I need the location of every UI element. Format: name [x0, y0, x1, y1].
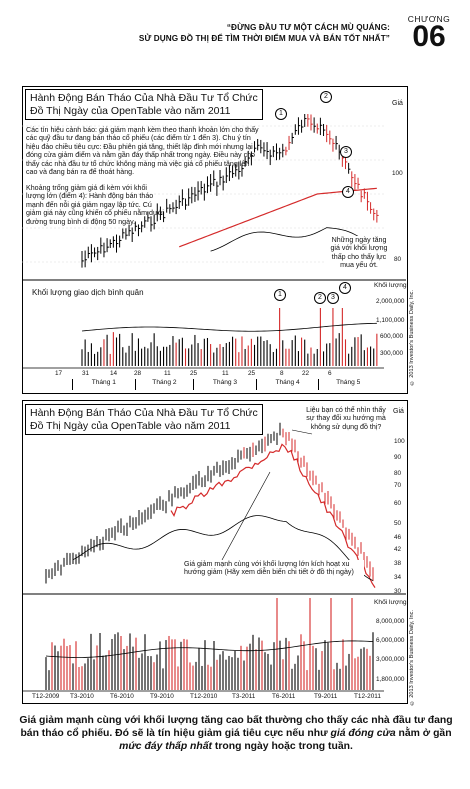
chart1-volume-tick-4: 300,000: [380, 350, 404, 357]
chart1-x-tick-label: 25: [248, 370, 256, 377]
chart1-price-tick-80: 80: [394, 256, 402, 263]
chart1-volume-ma-label: Khối lượng giao dịch bình quân: [32, 288, 144, 297]
chart2-volume-average-line: [45, 640, 374, 658]
chapter-number: 06: [412, 20, 446, 53]
chart2-top-annotation-pointer: [291, 429, 313, 435]
chart2-x-tick-label: T9-2011: [314, 693, 338, 700]
chart1-note-low-volume: Những ngày tăng giá với khối lượng thấp …: [326, 236, 392, 270]
caption-emphasis-close: giá đóng cửa: [330, 728, 396, 739]
chart2-price-tick-label: 42: [394, 546, 402, 553]
chart1-marker-4: 4: [342, 186, 354, 198]
caption-part2: nằm ở gần: [395, 728, 452, 739]
chart2-credit: © 2013 Investor's Business Daily, Inc.: [409, 610, 415, 706]
chart2-x-tick-label: T12-2011: [354, 693, 381, 700]
chart1-price-tick-100: 100: [392, 170, 403, 177]
chart1-volume-tick-1: 2,000,000: [376, 298, 405, 305]
chart2-note-bottom: Giá giảm mạnh cùng với khối lượng lớn kí…: [184, 560, 364, 577]
chart1-month-3: Tháng 3: [194, 379, 257, 390]
chart2-annotation-pointer: [221, 471, 271, 561]
chart1-volume-average-line: [81, 322, 377, 332]
chart2-volume-label: Khối lượng: [374, 599, 407, 606]
chart2-x-tick-label: T6-2011: [272, 693, 296, 700]
chart2-x-tick-label: T12-2010: [190, 693, 218, 700]
chart1-price-label: Giá: [392, 100, 403, 107]
running-title-line1: “ĐỪNG ĐẦU TƯ MỘT CÁCH MÙ QUÁNG:: [226, 23, 390, 32]
chapter-running-title: “ĐỪNG ĐẦU TƯ MỘT CÁCH MÙ QUÁNG: SỬ DỤNG …: [118, 22, 390, 44]
chart1-x-tick-label: 22: [302, 370, 310, 377]
chart2-title-line1: Hành Động Bán Tháo Của Nhà Đầu Tư Tổ Chứ…: [30, 407, 258, 419]
running-title-line2: SỬ DỤNG ĐỒ THỊ ĐỂ TÌM THỜI ĐIỂM MUA VÀ B…: [138, 34, 390, 43]
caption-part1: Giá giảm mạnh cùng với khối lượng tăng c…: [19, 715, 453, 739]
chart2-volume-tick-3: 3,000,000: [376, 656, 405, 663]
chart1-month-5: Tháng 5: [336, 379, 361, 386]
chart2-price-tick-label: 60: [394, 500, 402, 507]
chart2-price-tick-label: 34: [394, 574, 402, 581]
chart2-price-tick-label: 50: [394, 520, 402, 527]
chart1-volume-label: Khối lượng: [374, 282, 407, 289]
chart2-title: Hành Động Bán Tháo Của Nhà Đầu Tư Tổ Chứ…: [25, 404, 263, 435]
chart1-vol-marker-2: 2: [314, 292, 326, 304]
chart1-volume-tick-2: 1,100,000: [376, 317, 405, 324]
chart2-x-tick-label: T3-2010: [70, 693, 94, 700]
chart1-x-tick-label: 31: [82, 370, 90, 377]
chart2-price-tick-label: 80: [394, 470, 402, 477]
chart2-relative-strength-line: [72, 515, 374, 581]
chart1-x-tick-label: 17: [55, 370, 63, 377]
chart2-x-tick-label: T12-2009: [32, 693, 60, 700]
chart2-price-label: Giá: [393, 408, 404, 415]
chart1-x-tick-label: 11: [164, 370, 171, 377]
chart1-marker-1: 1: [275, 108, 287, 120]
caption-part3: trong ngày hoặc trong tuần.: [212, 741, 353, 752]
chart1-x-tick-label: 11: [222, 370, 229, 377]
chart1-marker-3: 3: [340, 146, 352, 158]
chart2-panel: [22, 400, 408, 704]
chart2-note-top: Liệu bạn có thể nhìn thấy sự thay đổi xu…: [306, 406, 386, 432]
chart1-note-signals: Các tín hiệu cảnh báo: giá giảm mạnh kèm…: [26, 126, 259, 177]
chart2-x-tick-label: T6-2010: [110, 693, 134, 700]
chart2-x-tick-label: T9-2010: [150, 693, 174, 700]
chart1-x-tick-label: 6: [328, 370, 332, 377]
chart1-vol-marker-4: 4: [339, 282, 351, 294]
chart2-price-tick-label: 30: [394, 588, 402, 595]
chart2-volume-tick-4: 1,800,000: [376, 676, 405, 683]
chart2-price-tick-label: 100: [394, 438, 405, 445]
chart1-month-2: Tháng 2: [136, 379, 195, 390]
chart1-month-4: Tháng 4: [257, 379, 320, 390]
chapter-word: CHƯƠNG: [407, 14, 451, 24]
chart1-x-tick-label: 28: [134, 370, 142, 377]
chart2-price-tick-label: 70: [394, 482, 402, 489]
chart1-title-line2: Đồ Thị Ngày của OpenTable vào năm 2011: [30, 104, 231, 117]
chart2-price-tick-label: 38: [394, 560, 402, 567]
chart1-marker-2: 2: [320, 91, 332, 103]
chart1-relative-strength-line: [210, 227, 378, 252]
chart1-x-tick-label: 8: [280, 370, 284, 377]
chart2-moving-average-line: [170, 443, 376, 588]
chart1-title: Hành Động Bán Tháo Của Nhà Đầu Tư Tổ Chứ…: [25, 89, 263, 120]
chart2-graphics: [22, 422, 406, 692]
chart1-x-tick-label: 25: [190, 370, 198, 377]
chart2-volume-tick-1: 8,000,000: [376, 618, 405, 625]
chart2-title-line2: Đồ Thị Ngày của OpenTable vào năm 2011: [30, 419, 231, 432]
chart1-title-line1: Hành Động Bán Tháo Của Nhà Đầu Tư Tổ Chứ…: [30, 92, 258, 104]
caption-emphasis-low: mức đáy thấp nhất: [119, 741, 212, 752]
chart1-vol-marker-1: 1: [274, 289, 286, 301]
chart1-graphics: [22, 114, 406, 369]
chart2-volume-tick-2: 6,000,000: [376, 637, 405, 644]
chart1-note-gap: Khoảng trống giảm giá đi kèm với khối lư…: [26, 184, 164, 226]
chart2-price-tick-label: 90: [394, 454, 402, 461]
chart2-x-tick-label: T3-2011: [232, 693, 256, 700]
chart1-credit: © 2013 Investor's Business Daily, Inc.: [409, 290, 415, 386]
figure-caption: Giá giảm mạnh cùng với khối lượng tăng c…: [18, 714, 454, 753]
chart1-vol-marker-3: 3: [327, 292, 339, 304]
chart1-volume-tick-3: 600,000: [380, 333, 404, 340]
chart2-price-tick-label: 46: [394, 534, 402, 541]
chart1-month-row: Tháng 1 Tháng 2 Tháng 3 Tháng 4 Tháng 5: [72, 379, 377, 390]
chart1-month-1: Tháng 1: [73, 379, 136, 390]
chart1-x-tick-label: 14: [110, 370, 118, 377]
